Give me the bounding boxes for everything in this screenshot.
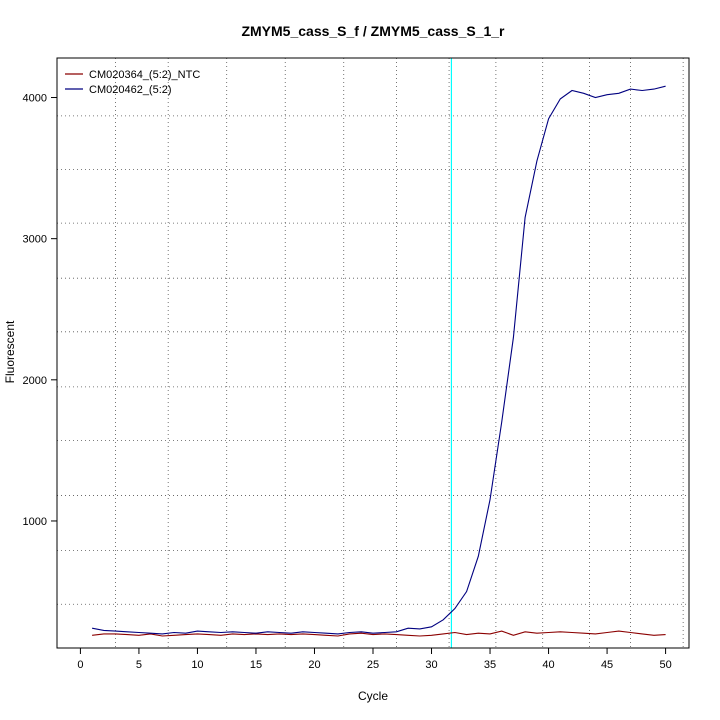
x-tick-label: 20 bbox=[308, 659, 320, 671]
legend-label: CM020462_(5:2) bbox=[89, 84, 172, 96]
x-tick-label: 40 bbox=[542, 659, 554, 671]
x-tick-label: 15 bbox=[250, 659, 262, 671]
grid-lines bbox=[57, 58, 689, 648]
y-tick-label: 1000 bbox=[23, 516, 47, 528]
x-tick-label: 30 bbox=[425, 659, 437, 671]
y-axis: 1000 2000 3000 4000 bbox=[23, 93, 57, 528]
series-line-1 bbox=[92, 630, 666, 637]
x-axis: 0 5 10 15 20 25 30 35 40 45 50 bbox=[77, 648, 672, 671]
y-axis-label: Fluorescent bbox=[3, 320, 17, 383]
chart-title: ZMYM5_cass_S_f / ZMYM5_cass_S_1_r bbox=[241, 23, 505, 39]
legend-label: CM020364_(5:2)_NTC bbox=[89, 69, 200, 81]
x-tick-label: 50 bbox=[659, 659, 671, 671]
x-tick-label: 0 bbox=[77, 659, 83, 671]
x-tick-label: 10 bbox=[191, 659, 203, 671]
y-tick-label: 3000 bbox=[23, 234, 47, 246]
x-tick-label: 45 bbox=[601, 659, 613, 671]
x-axis-label: Cycle bbox=[358, 689, 388, 703]
legend: CM020364_(5:2)_NTC CM020462_(5:2) bbox=[65, 69, 200, 96]
x-tick-label: 35 bbox=[484, 659, 496, 671]
x-tick-label: 25 bbox=[367, 659, 379, 671]
plot-frame bbox=[56, 57, 690, 649]
y-tick-label: 2000 bbox=[23, 375, 47, 387]
series-layer bbox=[91, 85, 666, 637]
series-line-2 bbox=[91, 85, 666, 635]
y-tick-label: 4000 bbox=[23, 93, 47, 105]
x-tick-label: 5 bbox=[136, 659, 142, 671]
